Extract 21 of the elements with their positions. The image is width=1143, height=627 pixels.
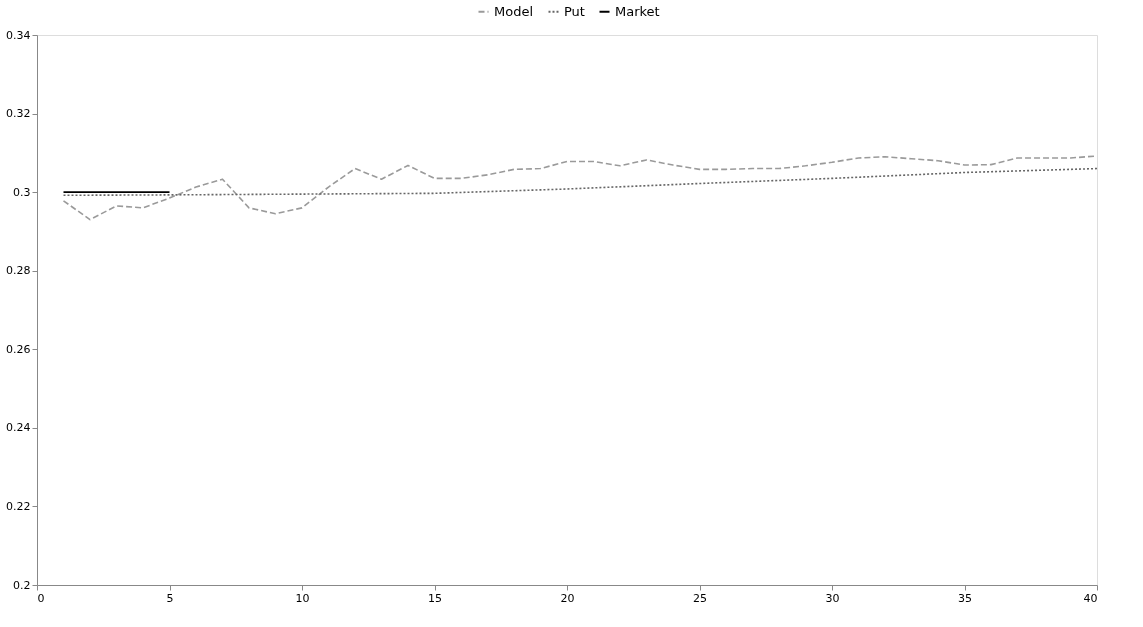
x-tick-label: 40 [1083, 591, 1098, 605]
x-tick-label: 15 [428, 591, 442, 605]
legend-label: Market [615, 3, 660, 19]
y-tick-label: 0.3 [13, 185, 31, 199]
x-tick-label: 5 [166, 591, 174, 605]
x-tick-label: 30 [825, 591, 840, 605]
x-tick-label: 20 [560, 591, 575, 605]
y-tick-label: 0.22 [6, 499, 31, 513]
line-series [62, 167, 1098, 197]
y-tick-label: 0.32 [6, 107, 31, 121]
y-tick-label: 0.34 [6, 28, 31, 42]
y-tick-label: 0.28 [6, 264, 31, 278]
y-tick-label: 0.24 [6, 421, 31, 435]
y-tick-label: 0.2 [13, 578, 31, 592]
x-tick-label: 10 [295, 591, 310, 605]
legend-label: Model [494, 3, 534, 19]
x-tick-label: 35 [958, 591, 972, 605]
x-tick-label: 0 [37, 591, 45, 605]
y-tick-label: 0.26 [6, 342, 31, 356]
legend-label: Put [564, 3, 585, 19]
x-tick-label: 25 [693, 591, 707, 605]
